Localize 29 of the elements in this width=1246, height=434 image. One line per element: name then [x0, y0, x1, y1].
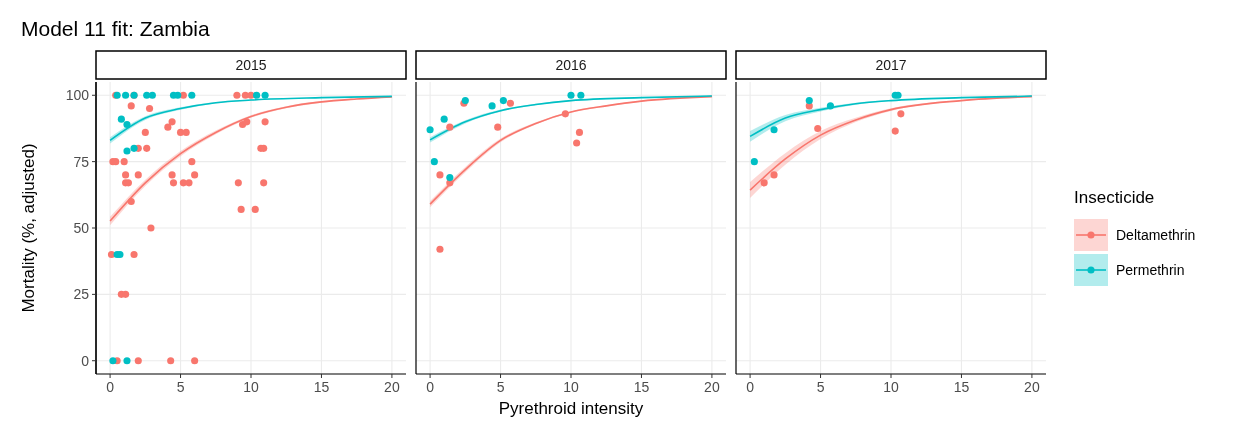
chart-subtitle: 2017 — [875, 57, 907, 73]
y-axis-title: Mortality (%, adjusted) — [19, 143, 38, 313]
x-tick-label: 20 — [1024, 379, 1040, 395]
x-tick-label: 10 — [883, 379, 899, 395]
chart-subtitle: 2016 — [555, 57, 587, 73]
y-tick-label: 50 — [73, 220, 90, 236]
chart-subtitle: 2015 — [235, 57, 267, 73]
x-tick-label: 10 — [243, 379, 259, 395]
x-tick-label: 10 — [563, 379, 579, 395]
x-tick-label: 0 — [746, 379, 755, 395]
x-axis-title: Pyrethroid intensity — [498, 399, 644, 418]
x-tick-label: 20 — [704, 379, 720, 395]
x-tick-label: 15 — [633, 379, 650, 395]
x-tick-label: 15 — [953, 379, 970, 395]
legend-label: Permethrin — [1116, 262, 1185, 278]
legend-title: Insecticide — [1074, 188, 1155, 207]
y-tick-label: 25 — [73, 286, 90, 303]
x-tick-label: 0 — [106, 379, 115, 395]
legend-label: Deltamethrin — [1116, 227, 1196, 243]
x-tick-label: 15 — [313, 379, 330, 395]
x-tick-label: 5 — [176, 379, 185, 395]
x-tick-label: 5 — [816, 379, 825, 395]
y-tick-label: 0 — [81, 352, 90, 369]
x-tick-label: 20 — [384, 379, 400, 395]
x-tick-label: 0 — [426, 379, 435, 395]
y-tick-label: 100 — [65, 87, 90, 104]
y-tick-label: 75 — [73, 153, 90, 170]
x-tick-label: 5 — [496, 379, 505, 395]
chart-title: Model 11 fit: Zambia — [21, 17, 211, 40]
